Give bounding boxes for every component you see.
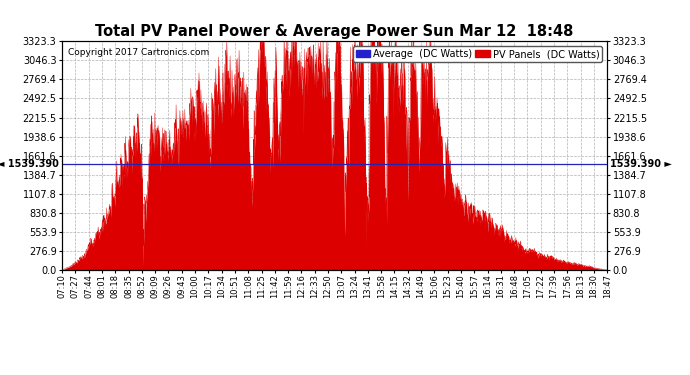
Text: ◄ 1539.390: ◄ 1539.390: [0, 159, 59, 169]
Text: 1539.390 ►: 1539.390 ►: [610, 159, 672, 169]
Legend: Average  (DC Watts), PV Panels  (DC Watts): Average (DC Watts), PV Panels (DC Watts): [353, 46, 602, 62]
Title: Total PV Panel Power & Average Power Sun Mar 12  18:48: Total PV Panel Power & Average Power Sun…: [95, 24, 574, 39]
Text: Copyright 2017 Cartronics.com: Copyright 2017 Cartronics.com: [68, 48, 209, 57]
